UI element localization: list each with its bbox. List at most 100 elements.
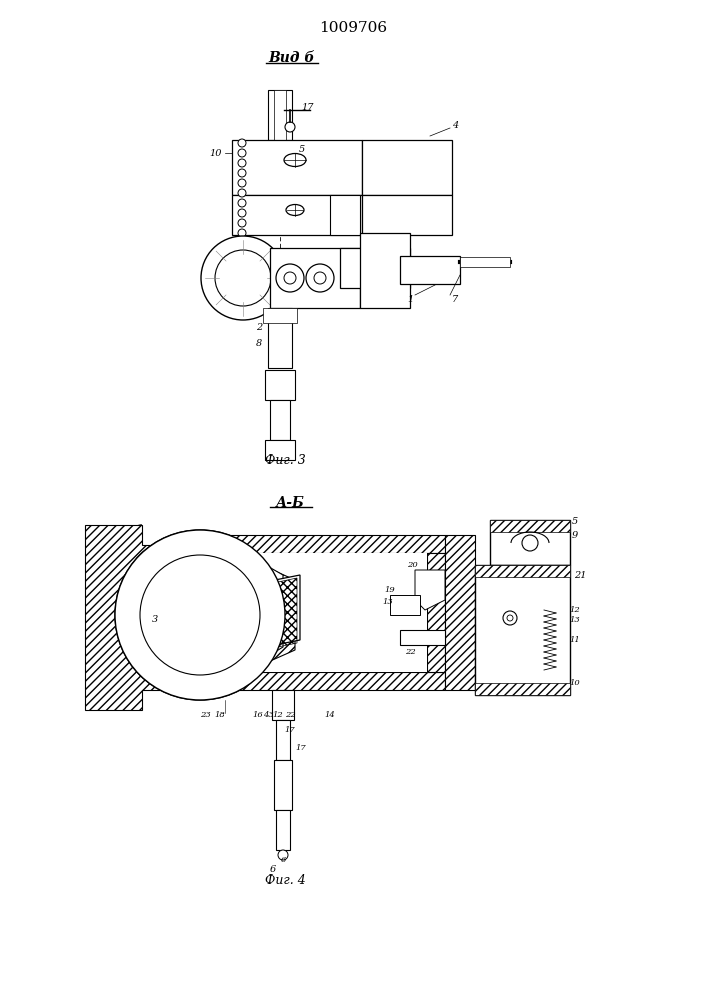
Bar	[330, 195, 360, 235]
Text: Фиг. 4: Фиг. 4	[264, 874, 305, 886]
Text: 5: 5	[299, 145, 305, 154]
Circle shape	[238, 169, 246, 177]
Bar	[265, 440, 295, 460]
Circle shape	[238, 139, 246, 147]
Text: 9: 9	[572, 530, 578, 540]
Text: 5: 5	[572, 518, 578, 526]
Bar	[175, 553, 193, 672]
Ellipse shape	[286, 205, 304, 216]
Polygon shape	[275, 575, 300, 645]
Bar	[360, 233, 410, 308]
Bar	[270, 248, 360, 308]
Text: 17: 17	[302, 104, 314, 112]
Bar	[268, 90, 292, 140]
Text: 2: 2	[256, 324, 262, 332]
Text: 20: 20	[407, 561, 417, 569]
Bar	[400, 256, 460, 284]
Text: 6: 6	[280, 856, 286, 864]
Circle shape	[522, 535, 538, 551]
Bar	[265, 370, 295, 400]
Circle shape	[140, 555, 260, 675]
Bar	[175, 672, 445, 690]
Circle shape	[314, 272, 326, 284]
Circle shape	[306, 264, 334, 292]
Circle shape	[238, 219, 246, 227]
Ellipse shape	[284, 153, 306, 166]
Polygon shape	[262, 563, 283, 660]
Circle shape	[238, 159, 246, 167]
Circle shape	[201, 236, 285, 320]
Bar	[232, 195, 362, 235]
Bar	[274, 90, 286, 140]
Bar	[445, 535, 475, 690]
Text: 8: 8	[256, 338, 262, 348]
Circle shape	[238, 179, 246, 187]
Text: 22: 22	[285, 711, 296, 719]
Bar	[268, 308, 292, 368]
Circle shape	[238, 209, 246, 217]
Text: 21: 21	[574, 570, 586, 580]
Bar	[362, 140, 452, 195]
Text: 17: 17	[285, 726, 296, 734]
Text: 7: 7	[452, 296, 458, 304]
Polygon shape	[250, 560, 295, 670]
Bar	[390, 595, 420, 615]
Polygon shape	[85, 525, 142, 710]
Bar	[276, 810, 290, 850]
Circle shape	[285, 122, 295, 132]
Bar	[490, 520, 570, 565]
Bar	[193, 553, 427, 672]
Polygon shape	[415, 570, 445, 610]
Circle shape	[115, 530, 285, 700]
Text: 12: 12	[570, 606, 580, 614]
Text: 18: 18	[215, 711, 226, 719]
Circle shape	[215, 250, 271, 306]
Text: 13: 13	[570, 616, 580, 624]
Text: А-Б: А-Б	[276, 496, 305, 510]
Circle shape	[278, 850, 288, 860]
Text: 1009706: 1009706	[319, 21, 387, 35]
Text: Фиг. 3: Фиг. 3	[264, 454, 305, 466]
Text: 11: 11	[570, 636, 580, 644]
Bar	[263, 308, 297, 323]
Bar	[427, 553, 445, 672]
Circle shape	[284, 272, 296, 284]
Text: 22: 22	[404, 648, 416, 656]
Bar	[362, 195, 452, 235]
Text: 3: 3	[152, 615, 158, 624]
Text: 19: 19	[385, 586, 395, 594]
Text: 17: 17	[295, 744, 305, 752]
Polygon shape	[85, 525, 170, 710]
Bar	[272, 690, 294, 720]
Bar	[175, 535, 445, 553]
Circle shape	[503, 611, 517, 625]
Text: 23: 23	[199, 711, 211, 719]
Text: 10: 10	[570, 679, 580, 687]
Bar	[270, 400, 290, 440]
Text: 43: 43	[262, 711, 274, 719]
Bar	[232, 140, 362, 195]
Bar	[475, 565, 570, 695]
Text: 13: 13	[382, 598, 393, 606]
Circle shape	[238, 229, 246, 237]
Bar	[460, 257, 510, 267]
Bar	[400, 630, 445, 645]
Text: 6: 6	[270, 865, 276, 874]
Bar	[475, 683, 570, 695]
Bar	[340, 248, 410, 288]
Bar	[274, 760, 292, 810]
Circle shape	[115, 530, 285, 700]
Circle shape	[238, 189, 246, 197]
Bar	[490, 520, 570, 532]
Bar	[276, 720, 290, 760]
Text: 1: 1	[407, 296, 413, 304]
Text: 10: 10	[210, 148, 222, 157]
Circle shape	[238, 199, 246, 207]
Circle shape	[507, 615, 513, 621]
Circle shape	[276, 264, 304, 292]
Circle shape	[238, 149, 246, 157]
Text: Вид б: Вид б	[268, 51, 315, 65]
Bar	[475, 565, 570, 577]
Text: 16: 16	[252, 711, 264, 719]
Text: 4: 4	[452, 120, 458, 129]
